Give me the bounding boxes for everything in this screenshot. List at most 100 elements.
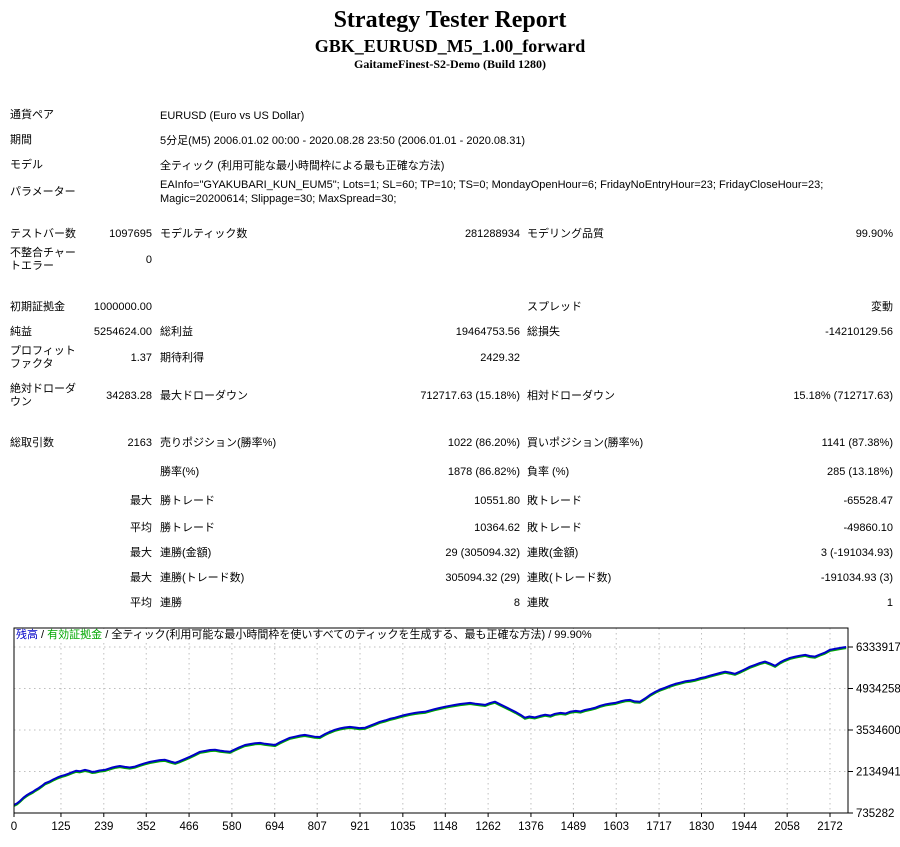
stat-value: 平均 <box>130 597 152 609</box>
stat-value: 1022 (86.20%) <box>447 437 520 449</box>
y-axis-label: 6333917 <box>856 642 900 654</box>
stat-label: 連勝 <box>160 597 182 609</box>
report-row: テストバー数 1097695 モデルティック数 281288934 モデリング品質 99.… <box>10 222 893 247</box>
stat-value: 1097695 <box>109 228 152 240</box>
info-value: EAInfo="GYAKUBARI_KUN_EUM5"; Lots=1; SL=… <box>160 179 824 205</box>
report-name: GBK_EURUSD_M5_1.00_forward <box>314 36 586 56</box>
stat-value: 285 (13.18%) <box>826 466 893 478</box>
stat-label: 絶対ドローダウン <box>10 383 76 408</box>
stat-value: 10551.80 <box>474 495 520 507</box>
stat-value: -65528.47 <box>843 495 893 507</box>
stat-value: 1 <box>886 597 893 609</box>
x-axis-label: 2172 <box>817 821 843 833</box>
stat-value: 34283.28 <box>106 389 152 402</box>
x-axis-label: 466 <box>179 821 198 833</box>
x-axis-label: 1603 <box>603 821 629 833</box>
report-row: モデル 全ティック (利用可能な最小時間枠による最も正確な方法) <box>10 153 893 178</box>
stat-label: 買いポジション(勝率%) <box>527 437 644 449</box>
stat-value: 305094.32 (29) <box>445 572 520 584</box>
report-row: 純益 5254624.00 総利益 19464753.56 総損失 -14210129.5… <box>10 320 893 345</box>
stat-value: -49860.10 <box>843 522 893 534</box>
report-header: Strategy Tester Report GBK_EURUSD_M5_1.0… <box>0 0 900 71</box>
x-axis-label: 1148 <box>433 821 458 833</box>
stat-value: 19464753.56 <box>455 326 520 338</box>
stat-value: 2429.32 <box>480 351 520 364</box>
stat-label: モデルティック数 <box>160 228 248 240</box>
report-row: 通貨ペア EURUSD (Euro vs US Dollar) <box>10 103 893 128</box>
x-axis-label: 125 <box>51 821 70 833</box>
stat-label: 総損失 <box>527 326 560 338</box>
stat-value: 平均 <box>130 522 152 534</box>
x-axis-label: 1262 <box>475 821 501 833</box>
stat-label: 勝率(%) <box>160 466 200 478</box>
y-axis-label: 3534600 <box>856 725 900 737</box>
stat-value: 0 <box>145 253 152 266</box>
x-axis-label: 1376 <box>518 821 544 833</box>
info-value: EURUSD (Euro vs US Dollar) <box>160 109 305 122</box>
stat-label: 総利益 <box>160 326 193 338</box>
stat-value: 1000000.00 <box>93 301 152 313</box>
y-axis-label: 4934258 <box>856 684 900 696</box>
info-label: モデル <box>10 159 43 171</box>
y-axis-label: 735282 <box>856 808 894 820</box>
x-axis-label: 1489 <box>561 821 587 833</box>
x-axis-label: 1944 <box>732 821 758 833</box>
legend-part: 有効証拠金 <box>47 629 103 641</box>
x-axis-label: 1717 <box>646 821 672 833</box>
stat-value: 10364.62 <box>474 522 520 534</box>
stat-label: 勝トレード <box>160 495 215 507</box>
stat-label: 売りポジション(勝率%) <box>160 437 277 449</box>
stat-value: 1.37 <box>130 351 152 364</box>
legend-part: / 全ティック(利用可能な最小時間枠を使いすべてのティックを生成する、最も正確な… <box>102 629 592 641</box>
stat-label: テストバー数 <box>10 228 76 240</box>
x-axis-label: 807 <box>308 821 327 833</box>
stat-value: -191034.93 (3) <box>820 572 893 584</box>
stat-label: 期待利得 <box>160 351 204 364</box>
report-row: 勝率(%) 1878 (86.82%) 負率 (%) 285 (13.18%) <box>10 458 893 487</box>
stat-label: 連勝(金額) <box>160 547 212 559</box>
stat-label: 総取引数 <box>10 437 54 449</box>
stat-label: プロフィットファクタ <box>10 345 76 370</box>
balance-chart: 6333917 4934258 3534600 2134941 735282 0 125 23… <box>0 620 900 844</box>
x-axis-label: 0 <box>11 821 17 833</box>
info-value: 5分足(M5) 2006.01.02 00:00 - 2020.08.28 23… <box>160 134 526 147</box>
x-axis-label: 2058 <box>774 821 800 833</box>
x-axis-label: 921 <box>350 821 369 833</box>
report-row: 不整合チャートエラー 0 <box>10 247 893 273</box>
stat-value: 281288934 <box>464 228 520 240</box>
x-axis-label: 239 <box>94 821 113 833</box>
stat-label: モデリング品質 <box>527 228 604 240</box>
info-label: パラメーター <box>10 185 76 198</box>
stat-value: 15.18% (712717.63) <box>793 389 893 402</box>
stat-value: 最大 <box>130 572 152 584</box>
stat-value: 99.90% <box>855 228 893 240</box>
stat-label: 最大ドローダウン <box>160 389 248 402</box>
report-row: 期間 5分足(M5) 2006.01.02 00:00 - 2020.08.28 … <box>10 128 893 153</box>
stat-label: 連敗(金額) <box>527 547 579 559</box>
stat-label: 純益 <box>10 326 32 338</box>
stat-label: 初期証拠金 <box>10 301 65 313</box>
stat-value: 1878 (86.82%) <box>447 466 520 478</box>
stat-value: 1141 (87.38%) <box>821 437 893 449</box>
stat-value: 変動 <box>871 301 893 313</box>
stat-label: 連勝(トレード数) <box>160 572 245 584</box>
stat-value: 最大 <box>130 495 152 507</box>
page-title: Strategy Tester Report <box>333 7 567 33</box>
info-label: 期間 <box>10 134 32 146</box>
report-row: 平均 勝トレード 10364.62 敗トレード -49860.10 <box>10 516 893 541</box>
stat-label: 連敗(トレード数) <box>527 572 612 584</box>
stat-value: 2163 <box>127 437 152 449</box>
x-axis-label: 694 <box>265 821 285 833</box>
legend-part: 残高 <box>16 629 38 641</box>
report-row: 最大 勝トレード 10551.80 敗トレード -65528.47 <box>10 487 893 516</box>
report-row: 総取引数 2163 売りポジション(勝率%) 1022 (86.20%) 買いポジション… <box>10 429 893 458</box>
stat-label: 連敗 <box>527 597 549 609</box>
x-axis-label: 1830 <box>689 821 715 833</box>
report-row: 平均 連勝 8 連敗 1 <box>10 591 893 616</box>
stat-value: 712717.63 (15.18%) <box>420 389 520 402</box>
balance-line <box>13 646 847 806</box>
info-value: 全ティック (利用可能な最小時間枠による最も正確な方法) <box>160 159 445 172</box>
stat-label: 負率 (%) <box>527 466 570 478</box>
info-label: 通貨ペア <box>10 109 54 121</box>
report-row: 絶対ドローダウン 34283.28 最大ドローダウン 712717.63 (15.18… <box>10 383 893 409</box>
